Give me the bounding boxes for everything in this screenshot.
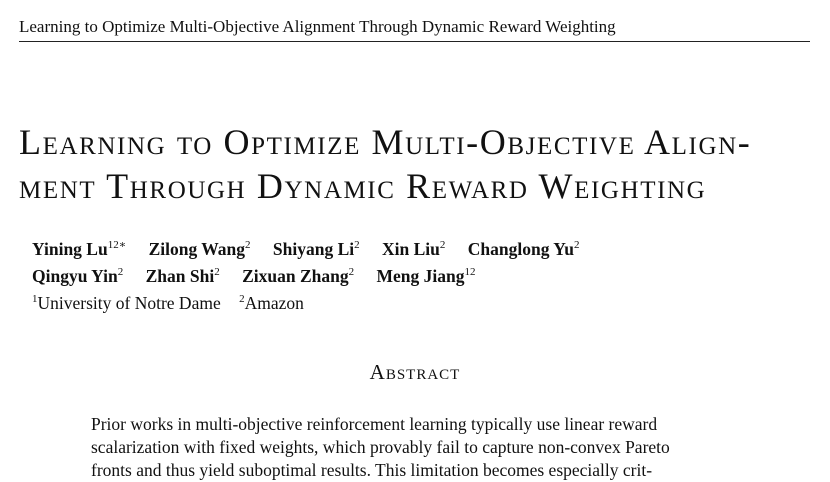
author-row-2: Qingyu Yin2 Zhan Shi2 Zixuan Zhang2 Meng… bbox=[32, 261, 812, 288]
abstract-line: scalarization with fixed weights, which … bbox=[91, 437, 670, 457]
author-block: Yining Lu12∗ Zilong Wang2 Shiyang Li2 Xi… bbox=[32, 234, 812, 315]
author: Zilong Wang2 bbox=[148, 239, 251, 259]
author: Shiyang Li2 bbox=[272, 239, 360, 259]
author-row-1: Yining Lu12∗ Zilong Wang2 Shiyang Li2 Xi… bbox=[32, 234, 812, 261]
title-line-1: Learning to Optimize Multi-Objective Ali… bbox=[19, 122, 752, 162]
running-header: Learning to Optimize Multi-Objective Ali… bbox=[19, 16, 810, 42]
author: Meng Jiang12 bbox=[376, 266, 476, 286]
author: Xin Liu2 bbox=[382, 239, 446, 259]
abstract-line: Prior works in multi-objective reinforce… bbox=[91, 414, 658, 434]
abstract-heading: Abstract bbox=[369, 360, 461, 384]
author: Changlong Yu2 bbox=[467, 239, 580, 259]
paper-title: Learning to Optimize Multi-Objective Ali… bbox=[19, 120, 819, 208]
affiliation: 1University of Notre Dame bbox=[32, 293, 221, 313]
affiliation: 2Amazon bbox=[239, 293, 304, 313]
author: Yining Lu12∗ bbox=[32, 239, 127, 259]
author: Zhan Shi2 bbox=[145, 266, 220, 286]
author: Qingyu Yin2 bbox=[32, 266, 124, 286]
affiliations: 1University of Notre Dame 2Amazon bbox=[32, 288, 812, 315]
abstract-body: Prior works in multi-objective reinforce… bbox=[91, 413, 751, 482]
title-line-2: ment Through Dynamic Reward Weighting bbox=[19, 166, 707, 206]
author: Zixuan Zhang2 bbox=[242, 266, 355, 286]
abstract-line: fronts and thus yield suboptimal results… bbox=[91, 460, 653, 480]
